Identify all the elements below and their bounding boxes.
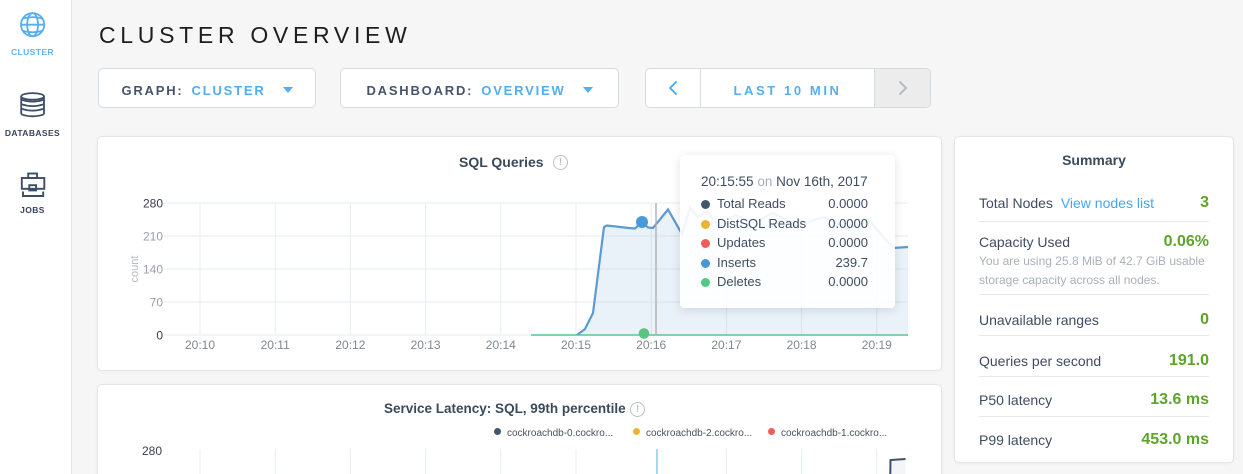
svg-text:20:16: 20:16 xyxy=(636,338,666,352)
svg-text:count: count xyxy=(129,256,141,283)
svg-text:20:19: 20:19 xyxy=(862,338,892,352)
svg-text:70: 70 xyxy=(150,296,164,310)
svg-text:210: 210 xyxy=(143,230,163,244)
svg-text:140: 140 xyxy=(143,263,163,277)
svg-text:20:10: 20:10 xyxy=(185,338,215,352)
svg-text:20:11: 20:11 xyxy=(261,338,290,352)
svg-text:20:18: 20:18 xyxy=(787,338,817,352)
svg-text:280: 280 xyxy=(142,444,162,458)
svg-text:20:13: 20:13 xyxy=(411,338,441,352)
svg-text:20:17: 20:17 xyxy=(711,338,741,352)
svg-text:280: 280 xyxy=(143,197,163,211)
svg-text:20:15: 20:15 xyxy=(561,338,591,352)
svg-text:20:14: 20:14 xyxy=(486,338,516,352)
svg-text:0: 0 xyxy=(156,329,163,343)
svg-text:20:12: 20:12 xyxy=(335,338,365,352)
